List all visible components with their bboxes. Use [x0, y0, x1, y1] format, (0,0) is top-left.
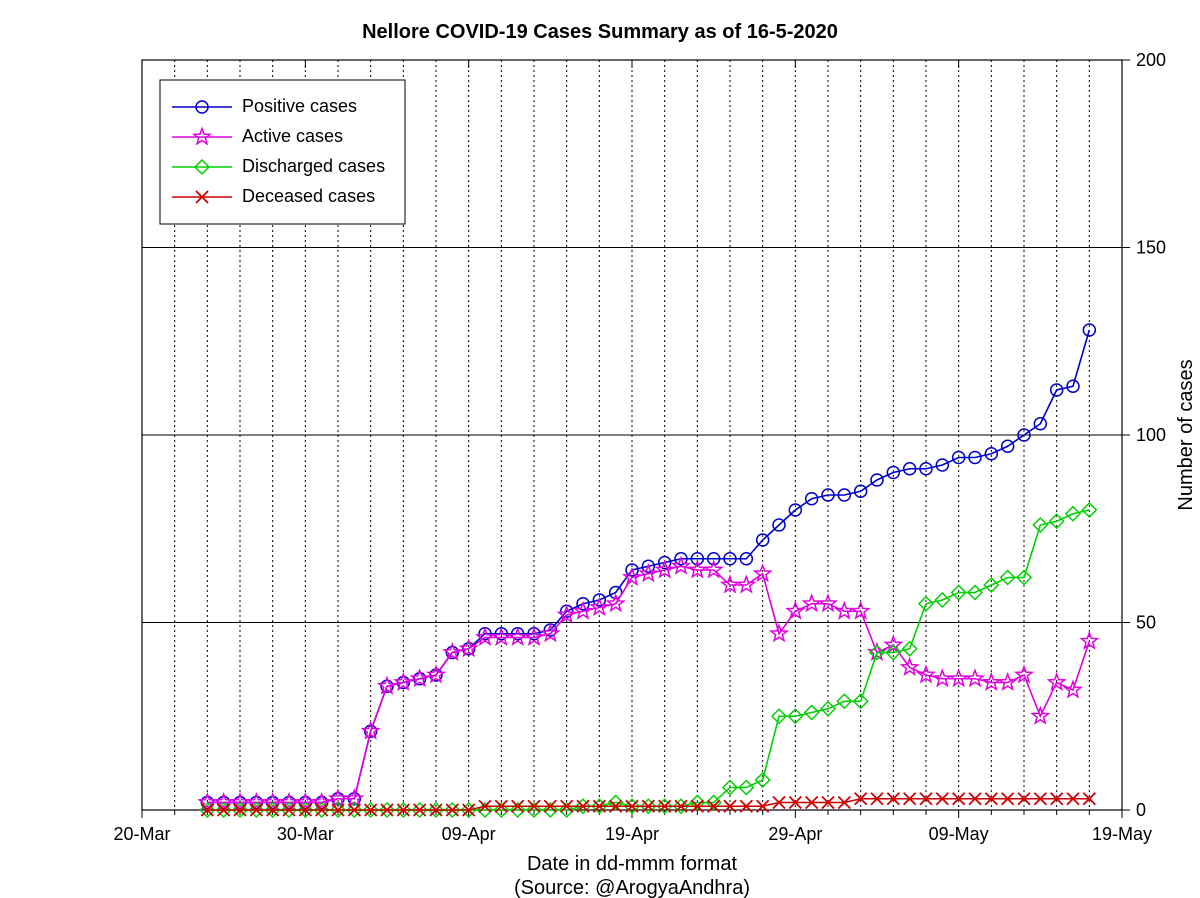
x-tick-label: 29-Apr [768, 824, 822, 844]
chart-container: Nellore COVID-19 Cases Summary as of 16-… [0, 0, 1200, 898]
y-axis-label: Number of cases [1175, 359, 1197, 510]
legend: Positive cases Active cases Discharged cas… [160, 80, 405, 224]
x-tick-label: 19-Apr [605, 824, 659, 844]
x-tick-label: 30-Mar [277, 824, 334, 844]
x-tick-label: 09-Apr [442, 824, 496, 844]
y-tick-label: 0 [1136, 800, 1146, 820]
y-tick-label: 50 [1136, 613, 1156, 633]
x-tick-label: 09-May [929, 824, 989, 844]
legend-label: Discharged cases [242, 156, 385, 176]
y-tick-label: 200 [1136, 50, 1166, 70]
legend-label: Active cases [242, 126, 343, 146]
x-axis-label: Date in dd-mmm format [527, 853, 737, 875]
x-tick-label: 20-Mar [113, 824, 170, 844]
legend-label: Positive cases [242, 96, 357, 116]
x-axis-label-2: (Source: @ArogyaAndhra) [514, 877, 750, 898]
chart-title: Nellore COVID-19 Cases Summary as of 16-… [362, 21, 838, 43]
legend-label: Deceased cases [242, 186, 375, 206]
y-tick-label: 100 [1136, 425, 1166, 445]
y-tick-label: 150 [1136, 238, 1166, 258]
x-tick-label: 19-May [1092, 824, 1152, 844]
chart-svg: Nellore COVID-19 Cases Summary as of 16-… [0, 0, 1200, 898]
